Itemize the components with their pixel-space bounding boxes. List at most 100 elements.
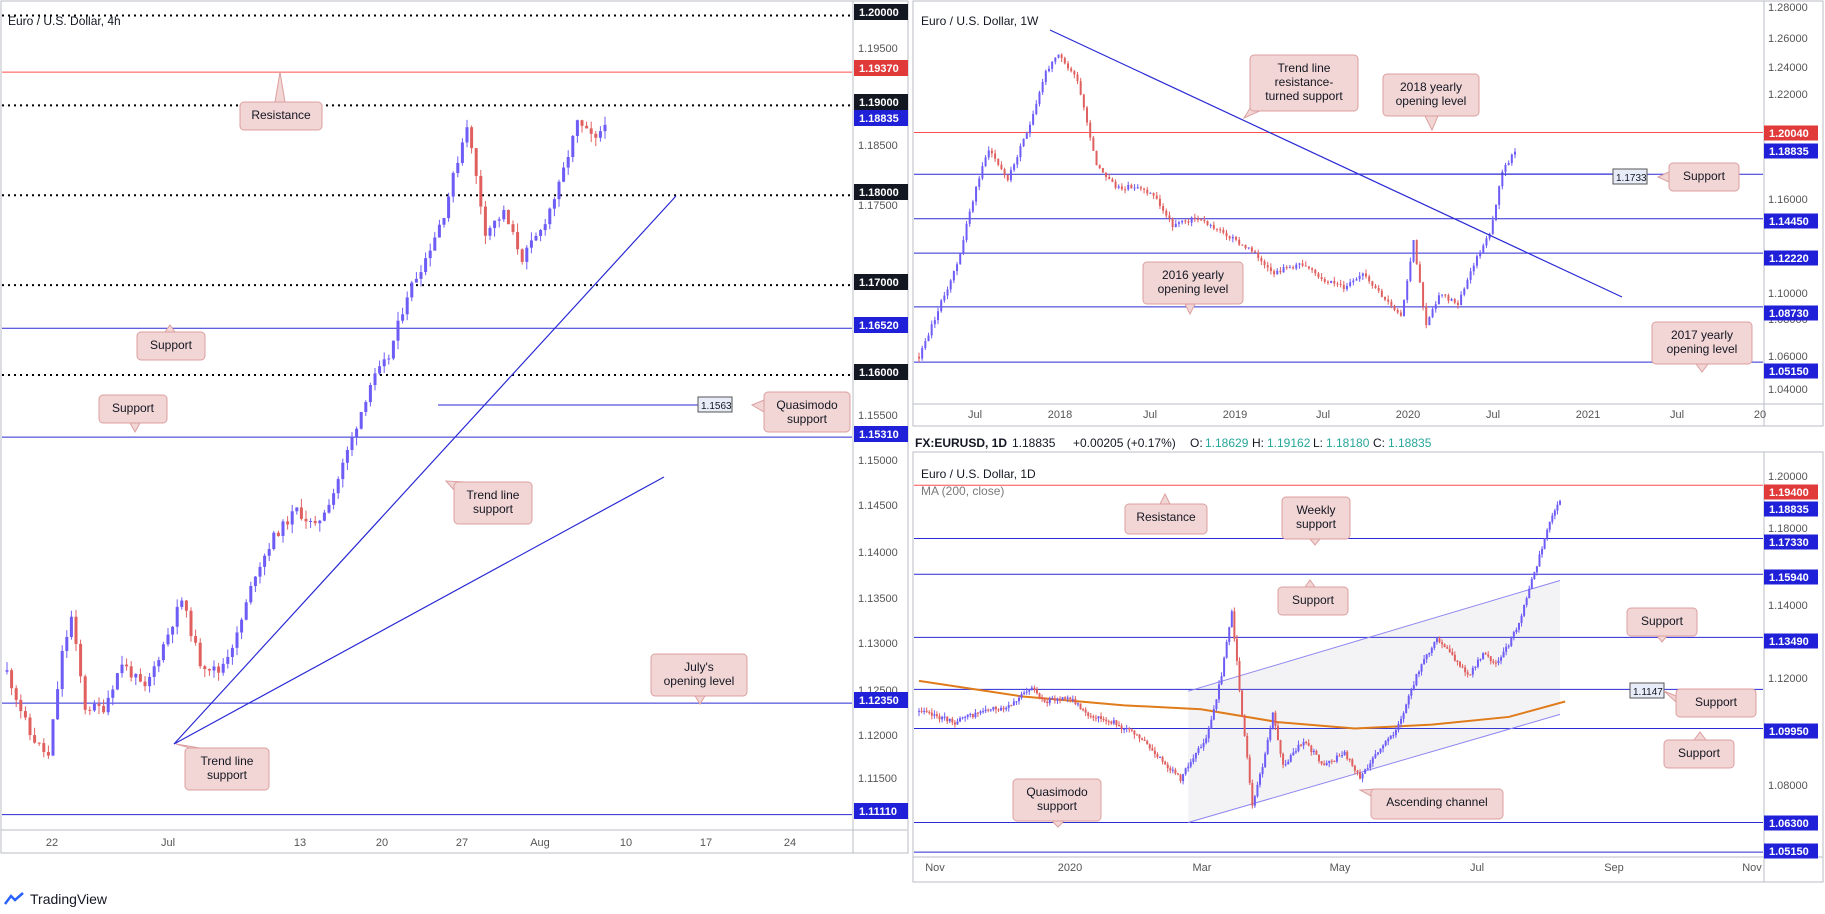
w1-candle	[1174, 223, 1177, 228]
w1-x-tick: Jul	[1316, 409, 1330, 421]
d1-candle	[1320, 761, 1323, 764]
w1-x-tick: Jul	[1670, 409, 1684, 421]
w1-candle	[1330, 280, 1333, 283]
h4-candle	[23, 711, 27, 718]
ascending-channel-fill	[1188, 580, 1560, 823]
w1-candle	[1463, 288, 1466, 295]
d1-candle	[1361, 773, 1364, 779]
h4-candle	[10, 670, 14, 689]
w1-candle	[1384, 296, 1387, 300]
w1-candle	[1168, 215, 1171, 219]
h4-price-tag-text: 1.20000	[859, 7, 899, 19]
d1-candle	[1469, 674, 1472, 676]
w1-candle	[1355, 279, 1358, 281]
w1-candle	[1235, 236, 1238, 240]
w1-candle	[1025, 133, 1028, 139]
d1-candle	[1094, 717, 1097, 719]
d1-candle	[1338, 755, 1341, 757]
w1-candle	[1222, 229, 1225, 233]
d1-candle	[1346, 751, 1349, 760]
tradingview-brand[interactable]: TradingView	[4, 891, 107, 907]
d1-candle	[1282, 753, 1285, 765]
w1-candle	[1285, 267, 1288, 269]
h4-price-tag-text: 1.17000	[859, 277, 899, 289]
h4-candle	[33, 735, 37, 743]
w1-candle	[1013, 164, 1016, 170]
d1-candle	[1430, 647, 1433, 653]
d1-callout-resistance-text: Resistance	[1136, 510, 1196, 524]
h4-y-tick: 1.15500	[858, 410, 898, 422]
h4-candle	[575, 120, 579, 136]
h4-candle	[221, 663, 225, 673]
h4-candle	[244, 602, 248, 620]
w1-callout-trendline	[1249, 54, 1359, 112]
h4-candle	[594, 133, 598, 138]
h4-candle	[235, 632, 239, 648]
d1-candle	[1133, 730, 1136, 735]
h4-callout-trend-2	[184, 747, 270, 791]
h4-candle	[184, 600, 188, 611]
h4-price-tag	[854, 110, 908, 126]
h4-price-tag-text: 1.16520	[859, 320, 899, 332]
w1-candle	[1469, 271, 1472, 280]
h4-candle	[28, 717, 32, 736]
w1-candle	[1028, 124, 1031, 134]
h4-price-tag-text: 1.18000	[859, 187, 899, 199]
d1-candle	[1176, 773, 1179, 775]
d1-candle	[1435, 638, 1438, 643]
d1-candle	[1384, 741, 1387, 746]
d1-candle	[1089, 715, 1092, 717]
d1-callout-weekly-text: support	[1296, 517, 1337, 531]
h4-candle	[447, 196, 451, 219]
d1-candle	[1551, 515, 1554, 522]
d1-candle	[1323, 763, 1326, 765]
h4-candle	[355, 428, 359, 437]
h4-price-tag	[854, 4, 908, 20]
w1-candle	[1298, 263, 1301, 265]
h4-candle	[304, 518, 308, 522]
d1-candle	[989, 709, 992, 711]
w1-candle	[968, 211, 971, 224]
d1-candle	[1548, 521, 1551, 530]
d1-candle	[1092, 716, 1095, 718]
w1-candle	[1086, 107, 1089, 123]
h4-candle	[442, 218, 446, 225]
h4-x-tick: 22	[46, 837, 58, 849]
h4-candle	[552, 199, 556, 209]
w1-y-tick: 1.26000	[1768, 33, 1808, 45]
brand-name: TradingView	[30, 891, 108, 907]
d1-candle	[969, 713, 972, 715]
h4-candle	[148, 676, 152, 687]
d1-candle	[1082, 709, 1085, 711]
d1-price-tag	[1764, 501, 1818, 517]
d1-candle	[1105, 719, 1108, 722]
w1-candle	[1139, 187, 1142, 189]
w1-y-tick: 1.22000	[1768, 89, 1808, 101]
h4-candle	[60, 650, 64, 690]
w1-candle	[1158, 198, 1161, 207]
w1-candle	[1425, 306, 1428, 326]
d1-candle	[1279, 740, 1282, 754]
d1-candle	[1297, 744, 1300, 752]
h4-trendline-shallow	[173, 476, 665, 745]
d1-candle	[1243, 715, 1246, 736]
w1-candle	[984, 157, 987, 167]
h4-price-tag	[854, 426, 908, 442]
h4-price-tag-text: 1.11110	[859, 806, 897, 818]
d1-candle	[1166, 764, 1169, 769]
h4-candle	[115, 673, 119, 690]
h4-panel-frame	[0, 0, 909, 854]
w1-x-tick: 2019	[1223, 409, 1247, 421]
d1-candle	[1030, 687, 1033, 690]
w1-callout-2018-text: 2018 yearly	[1400, 80, 1462, 94]
w1-candle	[1136, 187, 1139, 189]
d1-candle	[1359, 772, 1362, 779]
d1-price-tag-text: 1.19400	[1769, 487, 1809, 499]
d1-candle	[1448, 648, 1451, 653]
h4-candle	[603, 124, 607, 132]
w1-candle	[1146, 189, 1149, 194]
h4-candle	[69, 616, 73, 637]
h4-price-tag-text: 1.19370	[859, 63, 899, 75]
w1-candle	[956, 264, 959, 272]
w1-candle	[1079, 81, 1082, 95]
